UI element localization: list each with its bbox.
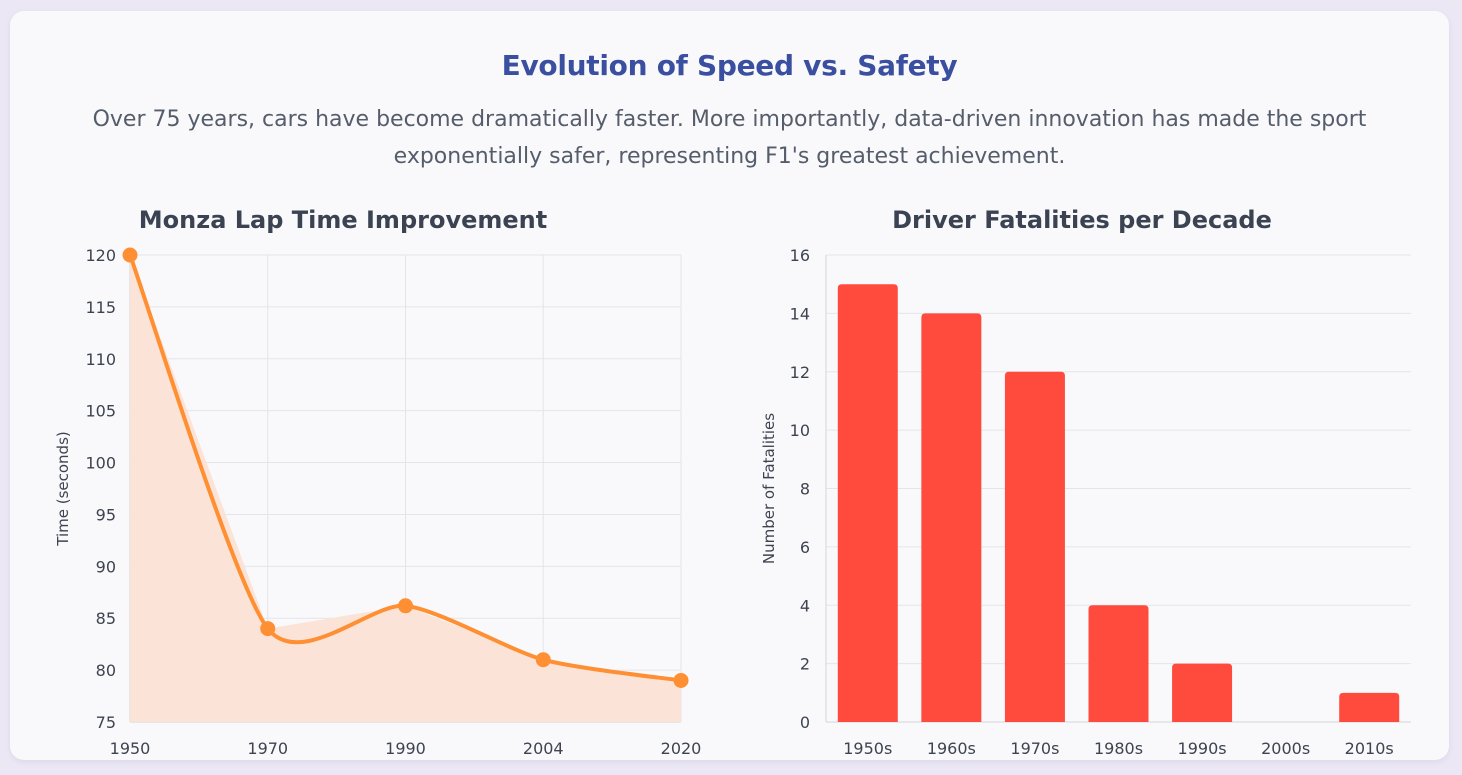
y-tick-label: 14 — [790, 304, 810, 323]
y-tick-label: 95 — [96, 505, 116, 524]
fatality-bar — [1172, 663, 1233, 722]
fatality-bar — [837, 284, 898, 722]
lap-time-point — [260, 621, 276, 637]
y-tick-label: 2 — [800, 655, 810, 674]
y-axis-title: Time (seconds) — [54, 431, 72, 547]
y-tick-label: 16 — [790, 246, 810, 265]
y-tick-label: 0 — [800, 713, 810, 732]
y-tick-label: 6 — [800, 538, 810, 557]
fatalities-bar-chart: Driver Fatalities per Decade 16 14 12 10 8 6 4 2… — [760, 206, 1411, 758]
y-tick-label: 105 — [85, 402, 116, 421]
y-tick-label: 115 — [85, 298, 116, 317]
lap-time-point — [673, 672, 689, 688]
x-tick-label: 1950s — [843, 739, 892, 758]
fatality-bar — [921, 313, 982, 722]
x-tick-label: 1970 — [247, 739, 288, 758]
x-tick-label: 1950 — [110, 739, 151, 758]
y-tick-label: 8 — [800, 480, 810, 499]
lap-time-point — [122, 247, 138, 263]
lap-time-point — [398, 598, 413, 614]
y-tick-label: 100 — [85, 454, 116, 473]
x-tick-label: 1990 — [385, 739, 426, 758]
x-tick-label: 2010s — [1345, 739, 1394, 758]
fatality-bar — [1339, 692, 1400, 722]
y-axis-title: Number of Fatalities — [760, 413, 778, 564]
x-tick-label: 2004 — [523, 739, 564, 758]
y-tick-label: 80 — [96, 661, 116, 680]
x-tick-label: 1970s — [1010, 739, 1059, 758]
fatality-bar — [1088, 605, 1149, 722]
lap-time-line-chart: Monza Lap Time Improvement 120 115 110 105 10… — [54, 206, 702, 758]
x-tick-label: 2000s — [1261, 739, 1310, 758]
bar-chart-title: Driver Fatalities per Decade — [892, 206, 1272, 234]
y-tick-label: 75 — [96, 713, 116, 732]
y-tick-label: 85 — [96, 609, 116, 628]
x-tick-label: 1980s — [1094, 739, 1143, 758]
x-tick-label: 2020 — [661, 739, 702, 758]
page-subtitle: Over 75 years, cars have become dramatic… — [92, 107, 1367, 169]
x-tick-label: 1990s — [1178, 739, 1227, 758]
page-title: Evolution of Speed vs. Safety — [501, 49, 958, 82]
y-tick-label: 120 — [85, 246, 116, 265]
fatality-bar — [1004, 371, 1065, 722]
line-chart-title: Monza Lap Time Improvement — [139, 206, 547, 234]
x-tick-label: 1960s — [927, 739, 976, 758]
lap-time-line — [128, 254, 682, 683]
y-tick-label: 110 — [85, 350, 116, 369]
y-tick-label: 12 — [790, 363, 810, 382]
lap-time-point — [535, 652, 551, 668]
y-tick-label: 4 — [800, 596, 810, 615]
y-tick-label: 90 — [96, 557, 116, 576]
y-tick-label: 10 — [790, 421, 810, 440]
